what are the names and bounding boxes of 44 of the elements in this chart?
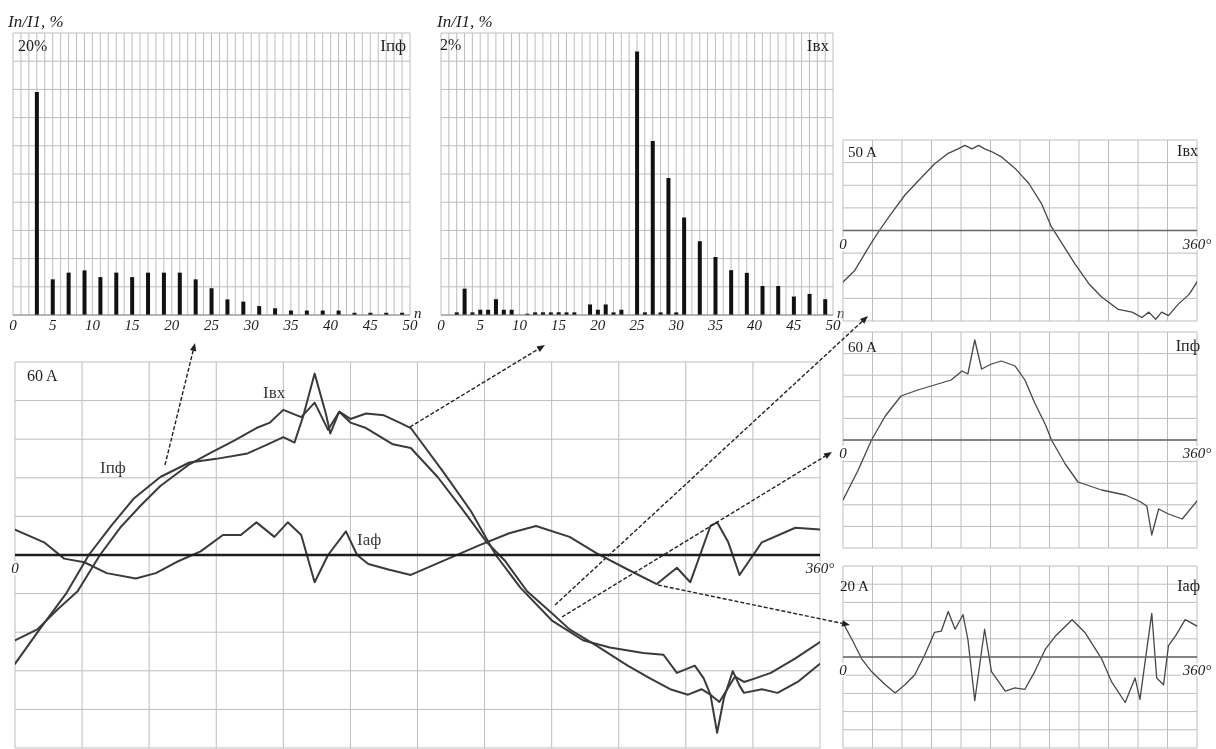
chart-title: Iаф	[1177, 577, 1200, 595]
y-axis-title: In/I1, %	[7, 12, 64, 31]
x-tick-label: 45	[362, 317, 379, 333]
x-tick-label: 25	[629, 317, 645, 333]
y-axis-title: In/I1, %	[436, 12, 493, 31]
x-tick-label: 15	[124, 317, 141, 333]
series-label: Iаф	[357, 530, 382, 549]
x-tick-label: 360°	[1181, 235, 1212, 252]
chart-title: Iвх	[1177, 142, 1198, 159]
x-tick-label: 10	[84, 317, 101, 333]
x-tick-label: 0	[9, 317, 18, 333]
x-tick-label: 5	[48, 317, 57, 333]
x-tick-label: 0	[11, 560, 20, 576]
x-tick-label: 15	[551, 317, 567, 333]
annotation: 60 A	[848, 339, 877, 355]
x-tick-label: 20	[590, 317, 606, 333]
x-tick-label: 0	[437, 317, 446, 333]
text: 20 A	[840, 578, 869, 594]
x-tick-label: 35	[282, 317, 299, 333]
x-tick-label: 0	[839, 662, 848, 678]
series-label: Iпф	[100, 458, 126, 477]
x-tick-label: 360°	[1181, 662, 1212, 678]
x-tick-label: 30	[667, 317, 685, 333]
chart-title: Iпф	[380, 36, 406, 55]
x-tick-label: 35	[706, 317, 724, 333]
x-tick-label: 0	[839, 235, 848, 252]
x-tick-label: 360°	[1181, 445, 1212, 461]
annotation: 2%	[440, 36, 462, 53]
chart-title: Iпф	[1175, 337, 1200, 355]
text: 20%	[18, 37, 48, 54]
x-tick-label: 30	[242, 317, 260, 333]
x-tick-label: 40	[747, 317, 763, 333]
x-tick-label: 45	[786, 317, 802, 333]
chart-title: Iвх	[806, 36, 830, 55]
annotation: 60 A	[27, 367, 59, 384]
x-tick-label: 20	[164, 317, 180, 333]
x-tick-label: 360°	[804, 560, 835, 576]
series-label: Iвх	[263, 383, 286, 402]
x-tick-label: 5	[476, 317, 485, 333]
annotation: 50 A	[848, 144, 877, 160]
x-tick-label: 40	[323, 317, 339, 333]
x-tick-label: 25	[204, 317, 220, 333]
x-tick-label: 10	[511, 317, 528, 333]
x-tick-label: 0	[839, 445, 848, 461]
